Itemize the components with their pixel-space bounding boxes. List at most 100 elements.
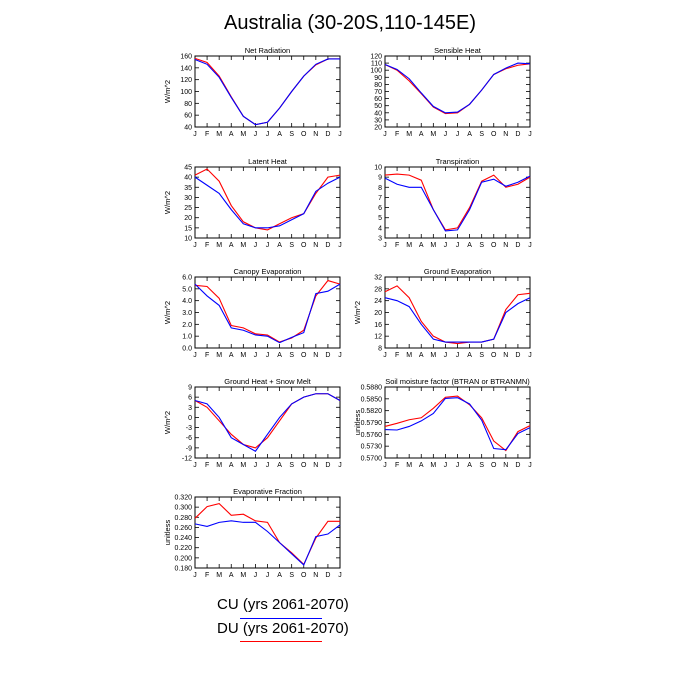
panel-title: Ground Evaporation [424, 267, 491, 276]
x-tick-label: J [266, 352, 270, 359]
x-tick-label: M [406, 352, 412, 359]
series-line-du [194, 502, 340, 566]
y-tick-label: 2.0 [182, 322, 192, 329]
y-tick-label: 0.280 [174, 515, 192, 522]
x-tick-label: J [254, 352, 258, 359]
panel-title: Transpiration [436, 157, 480, 166]
x-tick-label: J [266, 462, 270, 469]
y-tick-label: 40 [184, 175, 192, 182]
x-tick-label: N [503, 131, 508, 138]
y-tick-label: 15 [184, 225, 192, 232]
x-tick-label: M [406, 242, 412, 249]
series-line-cu [194, 283, 341, 344]
x-tick-label: J [383, 242, 387, 249]
x-tick-label: J [383, 462, 387, 469]
x-tick-label: A [419, 131, 424, 138]
plot-frame [194, 496, 341, 569]
y-tick-label: 4.0 [182, 298, 192, 305]
x-tick-label: M [216, 352, 222, 359]
y-tick-label: 5.0 [182, 286, 192, 293]
y-tick-label: 7 [378, 195, 382, 202]
x-tick-label: J [254, 572, 258, 579]
x-tick-label: J [528, 131, 532, 138]
x-tick-label: J [383, 131, 387, 138]
y-tick-label: 30 [374, 117, 382, 124]
panel-title: Latent Heat [248, 157, 288, 166]
x-tick-label: F [205, 462, 209, 469]
x-tick-label: S [479, 131, 484, 138]
x-tick-label: S [289, 462, 294, 469]
legend-line-du [240, 641, 322, 642]
y-tick-label: 120 [370, 54, 382, 61]
x-tick-label: A [229, 131, 234, 138]
y-tick-label: 80 [184, 101, 192, 108]
panel-canopy-evaporation: Canopy Evaporation 0.0 1.0 2.0 3.0 4.0 5.0 6.0 J… [163, 267, 342, 359]
y-tick-label: 8 [378, 346, 382, 353]
y-tick-label: -3 [186, 425, 192, 432]
x-tick-label: J [193, 462, 197, 469]
x-tick-label: J [528, 242, 532, 249]
x-tick-label: S [289, 572, 294, 579]
y-tick-label: 70 [374, 89, 382, 96]
panel-title: Evaporative Fraction [233, 487, 302, 496]
x-tick-label: D [325, 352, 330, 359]
y-tick-label: 32 [374, 275, 382, 282]
x-tick-label: O [301, 572, 307, 579]
x-tick-label: J [266, 131, 270, 138]
x-tick-label: J [193, 131, 197, 138]
y-tick-label: 0 [188, 415, 192, 422]
y-axis-label: W/m^2 [163, 411, 172, 434]
x-tick-label: J [444, 352, 448, 359]
y-tick-label: 120 [180, 77, 192, 84]
y-tick-label: 3.0 [182, 310, 192, 317]
series-line-du [384, 285, 531, 345]
y-tick-label: 25 [184, 205, 192, 212]
series-line-cu [194, 520, 341, 566]
series-line-du [194, 57, 340, 126]
y-tick-label: 0.5700 [361, 456, 383, 463]
x-tick-label: O [491, 462, 497, 469]
x-tick-label: J [193, 572, 197, 579]
x-tick-label: S [479, 462, 484, 469]
legend-label-cu: CU (yrs 2061-2070) [217, 596, 349, 613]
x-tick-label: M [240, 572, 246, 579]
x-tick-label: O [301, 462, 307, 469]
x-tick-label: F [395, 352, 399, 359]
x-tick-label: F [205, 131, 209, 138]
series-line-cu [194, 58, 340, 126]
x-tick-label: A [277, 131, 282, 138]
series-line-du [384, 173, 531, 231]
plot-frame [194, 276, 341, 349]
x-tick-label: J [338, 572, 342, 579]
y-tick-label: 0.220 [174, 545, 192, 552]
x-tick-label: M [216, 131, 222, 138]
x-tick-label: D [515, 131, 520, 138]
x-tick-label: N [313, 572, 318, 579]
x-tick-label: O [491, 131, 497, 138]
y-tick-label: 40 [374, 110, 382, 117]
y-tick-label: 24 [374, 298, 382, 305]
y-tick-label: 0.240 [174, 535, 192, 542]
x-tick-label: M [216, 572, 222, 579]
x-tick-label: J [528, 352, 532, 359]
series-line-cu [194, 176, 341, 229]
x-tick-label: J [193, 242, 197, 249]
y-tick-label: 140 [180, 65, 192, 72]
x-tick-label: M [216, 462, 222, 469]
plot-frame [194, 55, 341, 128]
y-tick-label: 160 [180, 54, 192, 61]
x-tick-label: M [216, 242, 222, 249]
y-tick-label: 0.5880 [361, 385, 383, 392]
y-tick-label: 3 [188, 405, 192, 412]
y-tick-label: 80 [374, 82, 382, 89]
x-tick-label: J [338, 352, 342, 359]
y-tick-label: 0.5850 [361, 396, 383, 403]
x-tick-label: A [229, 352, 234, 359]
x-tick-label: D [325, 242, 330, 249]
series-line-cu [194, 393, 341, 452]
y-tick-label: 0.260 [174, 525, 192, 532]
y-tick-label: 5 [378, 215, 382, 222]
